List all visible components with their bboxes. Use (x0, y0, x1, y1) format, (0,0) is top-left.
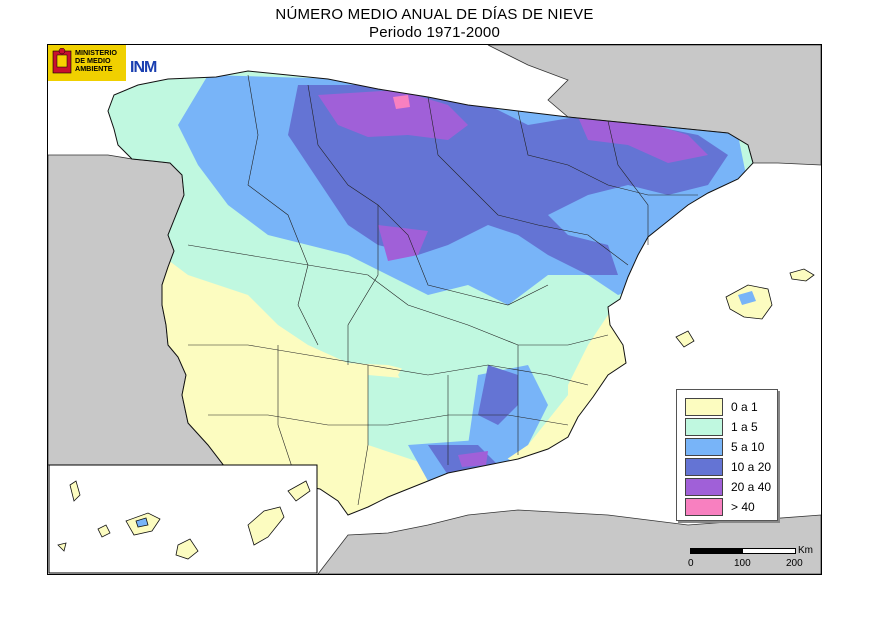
legend-swatch (685, 438, 723, 456)
canary-islands (57, 480, 311, 560)
legend: 0 a 1 1 a 5 5 a 10 10 a 20 20 a 40 > 40 (676, 389, 778, 521)
ministry-logo: MINISTERIO DE MEDIO AMBIENTE (48, 45, 126, 81)
legend-swatch (685, 398, 723, 416)
scale-segment-dark (690, 548, 742, 554)
legend-label: > 40 (731, 500, 755, 514)
legend-swatch (685, 478, 723, 496)
map-canvas (48, 45, 821, 574)
legend-swatch (685, 418, 723, 436)
inm-logo: INM (130, 59, 157, 76)
legend-label: 20 a 40 (731, 480, 772, 494)
spain-outline (107, 70, 754, 516)
africa-region (317, 509, 821, 574)
legend-label: 0 a 1 (731, 400, 758, 414)
coat-of-arms-icon (52, 48, 72, 74)
ministry-line2: DE MEDIO (75, 56, 111, 65)
spain-snow-zones (108, 71, 753, 515)
scale-tick: 0 (688, 558, 694, 569)
map-title: NÚMERO MEDIO ANUAL DE DÍAS DE NIEVE (275, 6, 594, 23)
balearic-islands (675, 268, 815, 348)
scale-segment-light (742, 548, 796, 554)
map-subtitle: Periodo 1971-2000 (368, 24, 500, 41)
legend-label: 10 a 20 (731, 460, 772, 474)
scale-tick: 200 (786, 558, 803, 569)
legend-label: 1 a 5 (731, 420, 758, 434)
province-boundaries (187, 74, 698, 506)
legend-swatch (685, 498, 723, 516)
scale-unit: Km (798, 545, 813, 556)
scale-tick: 100 (734, 558, 751, 569)
map-frame: MINISTERIO DE MEDIO AMBIENTE INM 0 a 1 1… (47, 44, 822, 575)
legend-swatch (685, 458, 723, 476)
ministry-line1: MINISTERIO (75, 48, 117, 57)
scale-bar: Km 0 100 200 (688, 545, 821, 574)
ministry-line3: AMBIENTE (75, 64, 113, 73)
legend-label: 5 a 10 (731, 440, 765, 454)
